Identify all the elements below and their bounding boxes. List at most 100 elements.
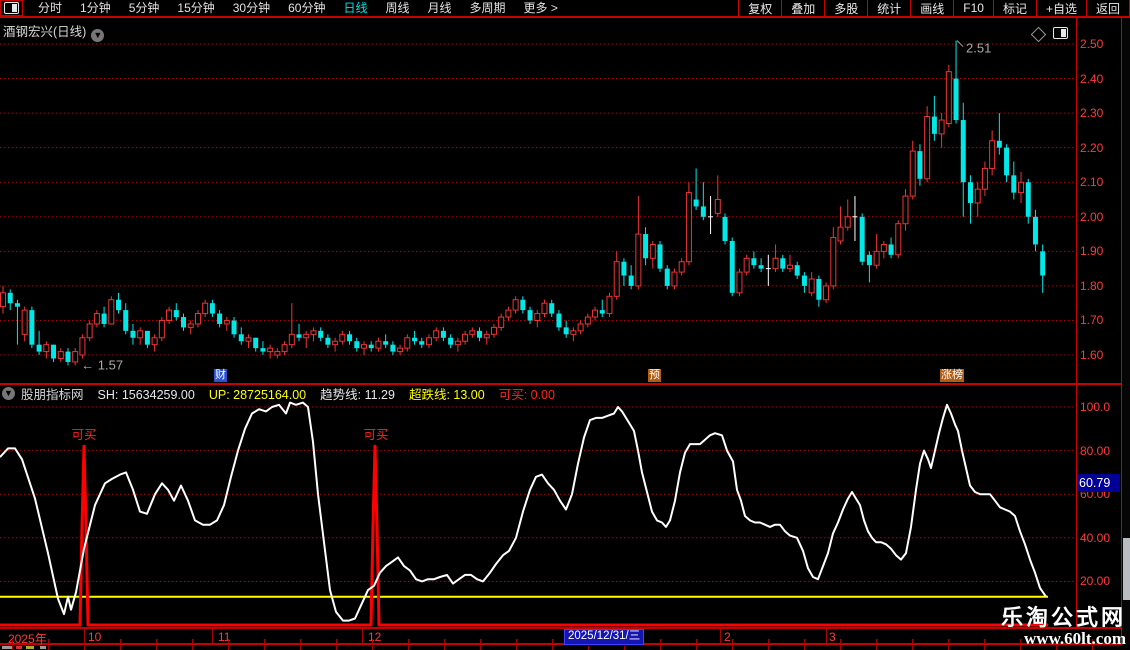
week-tick: [768, 639, 769, 643]
clipped-tick: [984, 646, 985, 650]
panel-toggle-button[interactable]: [0, 0, 23, 16]
indicator-scale-label: 100.0: [1080, 400, 1111, 414]
price-label: 2.20: [1080, 140, 1104, 155]
period-tab-1分钟[interactable]: 1分钟: [80, 1, 111, 15]
indicator-name[interactable]: 股朋指标网: [21, 387, 84, 402]
clipped-text-fragment: [26, 646, 34, 649]
period-tab-分时[interactable]: 分时: [38, 1, 63, 15]
period-tab-多周期[interactable]: 多周期: [469, 1, 506, 15]
axis-separator: [1076, 18, 1077, 645]
week-tick: [1056, 639, 1057, 643]
week-tick: [228, 639, 229, 643]
indicator-header: ▼ 股朋指标网 SH: 15634259.00 UP: 28725164.00 趋势…: [2, 384, 569, 403]
event-tag-财[interactable]: 财: [214, 369, 227, 382]
period-tab-更多 >[interactable]: 更多 >: [523, 1, 558, 15]
clipped-tick: [624, 646, 625, 650]
year-label: 2025年: [8, 632, 47, 646]
clipped-text-fragment: [2, 646, 12, 649]
clipped-tick: [696, 646, 697, 650]
event-tag-涨榜[interactable]: 涨榜: [940, 369, 964, 382]
week-tick: [480, 639, 481, 643]
week-tick: [876, 639, 877, 643]
watermark-site-name: 乐淘公式网: [1000, 605, 1126, 630]
week-tick: [264, 639, 265, 643]
week-tick: [1092, 639, 1093, 643]
action-button-复权[interactable]: 复权: [738, 0, 781, 16]
clipped-tick: [1092, 646, 1093, 650]
week-tick: [696, 639, 697, 643]
clipped-tick: [372, 646, 373, 650]
right-scrollbar[interactable]: [1121, 18, 1130, 645]
selected-date-box: 2025/12/31/三: [564, 629, 645, 645]
clipped-tick: [84, 646, 85, 650]
clipped-tick: [660, 646, 661, 650]
month-label-10: 10: [88, 630, 102, 644]
month-label-12: 12: [368, 630, 382, 644]
chevron-down-icon[interactable]: ▼: [91, 29, 105, 42]
period-tabs: 分时 1分钟 5分钟 15分钟 30分钟 60分钟 日线 周线 月线 多周期 更多 >: [29, 0, 738, 16]
price-label: 1.90: [1080, 244, 1104, 259]
period-tab-15分钟[interactable]: 15分钟: [177, 1, 215, 15]
indicator-field: SH: 15634259.00: [97, 387, 195, 402]
period-tab-5分钟[interactable]: 5分钟: [128, 1, 160, 15]
week-tick: [732, 639, 733, 643]
event-tag-预[interactable]: 预: [648, 369, 661, 382]
clipped-tick: [336, 646, 337, 650]
period-tab-月线[interactable]: 月线: [427, 1, 452, 15]
period-tab-日线[interactable]: 日线: [343, 1, 368, 15]
panel-divider: [0, 383, 1130, 385]
action-button-+自选[interactable]: +自选: [1035, 0, 1086, 16]
week-tick: [372, 639, 373, 643]
action-button-标记[interactable]: 标记: [992, 0, 1036, 16]
scrollbar-thumb[interactable]: [1123, 538, 1130, 600]
price-label: 2.50: [1080, 37, 1104, 51]
week-tick: [84, 639, 85, 643]
clipped-tick: [876, 646, 877, 650]
action-button-叠加[interactable]: 叠加: [781, 0, 824, 16]
clipped-tick: [948, 646, 949, 650]
action-button-统计[interactable]: 统计: [867, 0, 910, 16]
week-tick: [912, 639, 913, 643]
clipped-tick: [552, 646, 553, 650]
clipped-tick: [408, 646, 409, 650]
action-button-F10[interactable]: F10: [953, 0, 993, 16]
indicator-value-box: 60.79: [1077, 474, 1120, 492]
period-tab-60分钟[interactable]: 60分钟: [288, 1, 326, 15]
week-tick: [156, 639, 157, 643]
candlestick-plot[interactable]: ← 1.57 2.51: [0, 18, 1130, 384]
month-label-3: 3: [829, 630, 836, 644]
svg-text:← 1.57: ← 1.57: [81, 357, 123, 372]
price-label: 1.70: [1080, 313, 1104, 328]
week-tick: [660, 639, 661, 643]
week-tick: [120, 639, 121, 643]
time-axis[interactable]: 2025年 2025/12/31/三 10 11 12 2 3: [0, 627, 1121, 646]
price-label: 2.30: [1080, 106, 1104, 121]
week-tick: [804, 639, 805, 643]
action-button-多股[interactable]: 多股: [824, 0, 867, 16]
clipped-tick: [48, 646, 49, 650]
indicator-plot[interactable]: [0, 400, 1130, 627]
month-label-2: 2: [724, 630, 731, 644]
week-tick: [1020, 639, 1021, 643]
clipped-tick: [480, 646, 481, 650]
clipped-tick: [768, 646, 769, 650]
period-tab-周线[interactable]: 周线: [385, 1, 410, 15]
indicator-values: SH: 15634259.00 UP: 28725164.00 趋势线: 11.29…: [98, 384, 569, 403]
period-tab-30分钟[interactable]: 30分钟: [232, 1, 271, 15]
action-button-返回[interactable]: 返回: [1085, 0, 1130, 16]
chevron-down-icon[interactable]: ▼: [2, 386, 15, 400]
window-layout-icon[interactable]: [1053, 27, 1068, 39]
action-button-画线[interactable]: 画线: [910, 0, 953, 16]
clipped-tick: [120, 646, 121, 650]
week-tick: [408, 639, 409, 643]
month-label-11: 11: [218, 630, 231, 644]
indicator-field: UP: 28725164.00: [208, 387, 307, 402]
price-label: 2.40: [1080, 71, 1104, 86]
clipped-tick: [912, 646, 913, 650]
price-label: 1.80: [1080, 278, 1104, 293]
buy-signal-label: 可买: [71, 428, 97, 442]
watermark: 乐淘公式网 www.60lt.com: [1001, 606, 1126, 648]
week-tick: [840, 639, 841, 643]
watermark-url: www.60lt.com: [1024, 629, 1126, 648]
